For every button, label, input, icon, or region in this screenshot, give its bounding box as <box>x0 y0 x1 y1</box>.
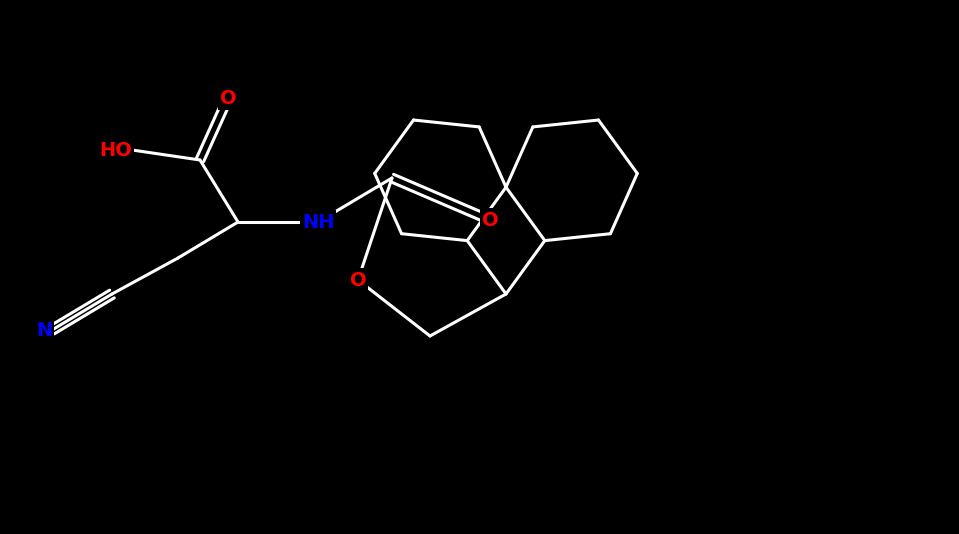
Text: HO: HO <box>99 140 132 160</box>
Text: O: O <box>481 210 499 230</box>
Text: NH: NH <box>302 213 335 232</box>
Text: O: O <box>220 89 236 107</box>
Text: N: N <box>35 320 52 340</box>
Text: O: O <box>350 271 366 289</box>
